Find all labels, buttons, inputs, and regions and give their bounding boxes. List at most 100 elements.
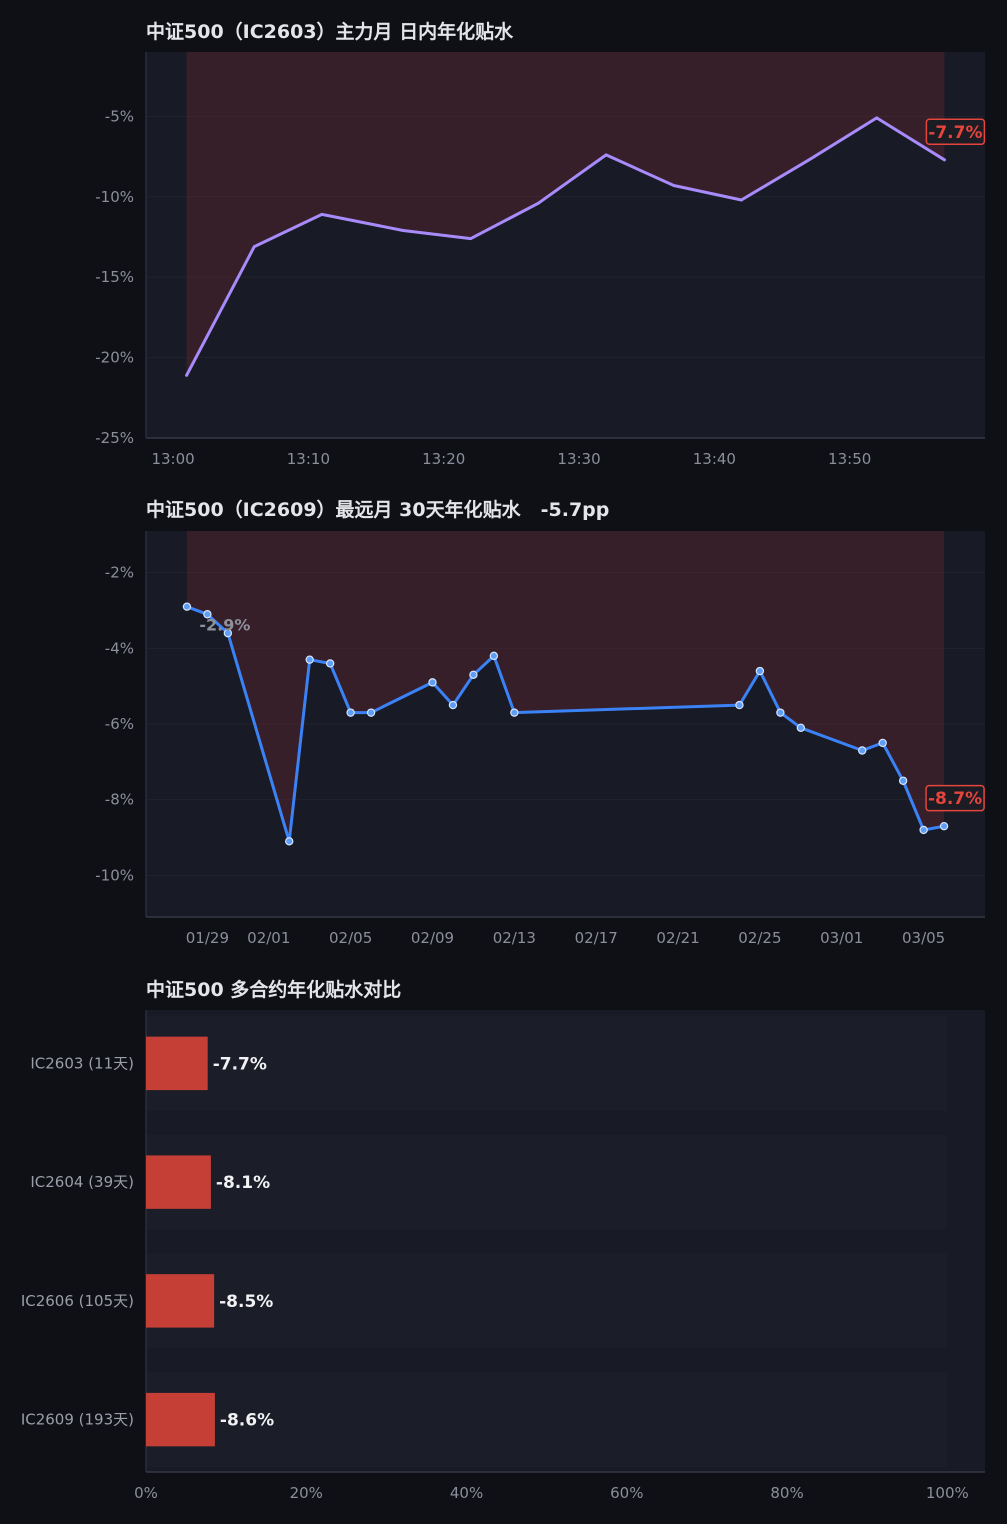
series-line bbox=[185, 116, 946, 377]
chart-title-text: 中证500（IC2609）最远月 30天年化贴水 bbox=[146, 498, 522, 521]
chart-title-change: -5.7pp bbox=[541, 499, 610, 521]
end-value-label: -7.7% bbox=[928, 123, 982, 143]
series-line bbox=[185, 605, 946, 843]
data-point[interactable] bbox=[939, 821, 949, 831]
y-tick-label: -10% bbox=[95, 188, 134, 206]
data-point[interactable] bbox=[807, 158, 811, 162]
y-tick-label: -10% bbox=[95, 866, 134, 884]
category-label: IC2604 (39天) bbox=[30, 1173, 134, 1191]
category-label: IC2609 (193天) bbox=[21, 1411, 134, 1429]
data-point[interactable] bbox=[489, 651, 499, 661]
x-tick-label: 02/09 bbox=[411, 929, 454, 947]
bar-background bbox=[146, 1253, 948, 1349]
data-point[interactable] bbox=[469, 237, 473, 240]
data-point[interactable] bbox=[878, 738, 887, 748]
y-tick-label: -2% bbox=[105, 564, 134, 582]
data-point[interactable] bbox=[285, 837, 294, 846]
x-tick-label: 0% bbox=[134, 1484, 158, 1502]
category-label: IC2603 (11天) bbox=[30, 1054, 134, 1072]
chart-title: 中证500（IC2603）主力月 日内年化贴水 bbox=[146, 20, 514, 43]
y-tick-label: -8% bbox=[105, 791, 134, 809]
x-tick-label: 02/05 bbox=[329, 929, 372, 947]
end-value-badge bbox=[925, 118, 986, 146]
bar[interactable] bbox=[146, 1392, 215, 1447]
x-tick-label: 20% bbox=[290, 1484, 323, 1502]
x-tick-label: 13:10 bbox=[287, 450, 330, 468]
data-point[interactable] bbox=[223, 628, 233, 638]
data-point[interactable] bbox=[346, 708, 355, 717]
bar-background bbox=[146, 1134, 948, 1230]
bar-background bbox=[146, 1372, 948, 1468]
data-point[interactable] bbox=[401, 229, 405, 232]
bar[interactable] bbox=[146, 1036, 208, 1091]
end-value-badge bbox=[925, 784, 985, 812]
start-value-label: -2.9% bbox=[199, 616, 250, 635]
data-point[interactable] bbox=[366, 708, 376, 717]
x-tick-label: 13:40 bbox=[693, 450, 736, 468]
data-point[interactable] bbox=[320, 213, 324, 216]
x-tick-label: 02/25 bbox=[738, 929, 781, 947]
x-tick-label: 13:50 bbox=[828, 450, 871, 468]
intraday-basis-chart: 中证500（IC2603）主力月 日内年化贴水 -5% -10% -15% -20% -… bbox=[95, 20, 986, 468]
x-tick-label: 02/17 bbox=[575, 929, 618, 947]
bar[interactable] bbox=[146, 1155, 211, 1209]
data-point[interactable] bbox=[755, 666, 765, 676]
far-month-basis-chart: 中证500（IC2609）最远月 30天年化贴水 -5.7pp -2% -4% -6%… bbox=[95, 498, 985, 947]
data-point[interactable] bbox=[776, 708, 785, 717]
data-point[interactable] bbox=[182, 602, 192, 611]
data-point[interactable] bbox=[325, 659, 335, 668]
chart-title: 中证500 多合约年化贴水对比 bbox=[146, 978, 401, 1001]
data-point[interactable] bbox=[604, 153, 608, 157]
data-point[interactable] bbox=[858, 746, 867, 755]
x-tick-label: 13:20 bbox=[422, 450, 465, 468]
data-point[interactable] bbox=[898, 776, 908, 785]
x-tick-label: 40% bbox=[450, 1484, 483, 1502]
bar-value-label: -8.5% bbox=[219, 1292, 273, 1312]
bar-value-label: -8.1% bbox=[216, 1173, 270, 1193]
y-tick-label: -4% bbox=[105, 639, 134, 657]
x-tick-label: 03/01 bbox=[820, 929, 863, 947]
data-point[interactable] bbox=[428, 678, 437, 687]
x-tick-label: 03/05 bbox=[902, 929, 945, 947]
bar-value-label: -8.6% bbox=[220, 1411, 274, 1431]
data-point[interactable] bbox=[796, 723, 806, 732]
data-point[interactable] bbox=[943, 158, 946, 162]
data-point[interactable] bbox=[185, 373, 188, 377]
data-point[interactable] bbox=[510, 708, 519, 717]
x-tick-label: 60% bbox=[610, 1484, 643, 1502]
bar[interactable] bbox=[146, 1274, 215, 1328]
data-point[interactable] bbox=[448, 700, 458, 710]
data-point[interactable] bbox=[203, 610, 212, 619]
shaded-area bbox=[186, 52, 945, 376]
shaded-area bbox=[186, 531, 945, 842]
data-point[interactable] bbox=[469, 670, 478, 680]
x-tick-label: 80% bbox=[770, 1484, 803, 1502]
bar-value-label: -7.7% bbox=[213, 1054, 267, 1074]
x-tick-label: 13:30 bbox=[557, 450, 600, 468]
y-tick-label: -25% bbox=[95, 429, 134, 447]
end-value-label: -8.7% bbox=[928, 789, 982, 809]
data-point[interactable] bbox=[875, 116, 879, 120]
bar-background bbox=[146, 1015, 948, 1111]
data-point[interactable] bbox=[672, 184, 676, 187]
y-tick-label: -5% bbox=[105, 107, 134, 125]
y-tick-label: -15% bbox=[95, 268, 134, 286]
y-tick-label: -6% bbox=[105, 715, 134, 733]
data-point[interactable] bbox=[252, 245, 256, 249]
data-point[interactable] bbox=[537, 201, 540, 205]
x-tick-label: 02/01 bbox=[247, 929, 290, 947]
x-tick-label: 02/21 bbox=[656, 929, 699, 947]
chart-title: 中证500（IC2609）最远月 30天年化贴水 -5.7pp bbox=[146, 498, 609, 521]
x-tick-label: 01/29 bbox=[186, 929, 229, 947]
data-point[interactable] bbox=[735, 700, 744, 710]
contract-comparison-chart: 中证500 多合约年化贴水对比 0% 20% 40% 60% 80% 100% -7.7% I… bbox=[21, 978, 985, 1502]
data-point[interactable] bbox=[740, 198, 743, 202]
x-tick-label: 100% bbox=[926, 1484, 969, 1502]
y-tick-label: -20% bbox=[95, 349, 134, 367]
category-label: IC2606 (105天) bbox=[21, 1292, 134, 1310]
data-point[interactable] bbox=[305, 655, 314, 664]
data-point[interactable] bbox=[919, 825, 928, 835]
x-tick-label: 02/13 bbox=[493, 929, 536, 947]
x-tick-label: 13:00 bbox=[151, 450, 194, 468]
